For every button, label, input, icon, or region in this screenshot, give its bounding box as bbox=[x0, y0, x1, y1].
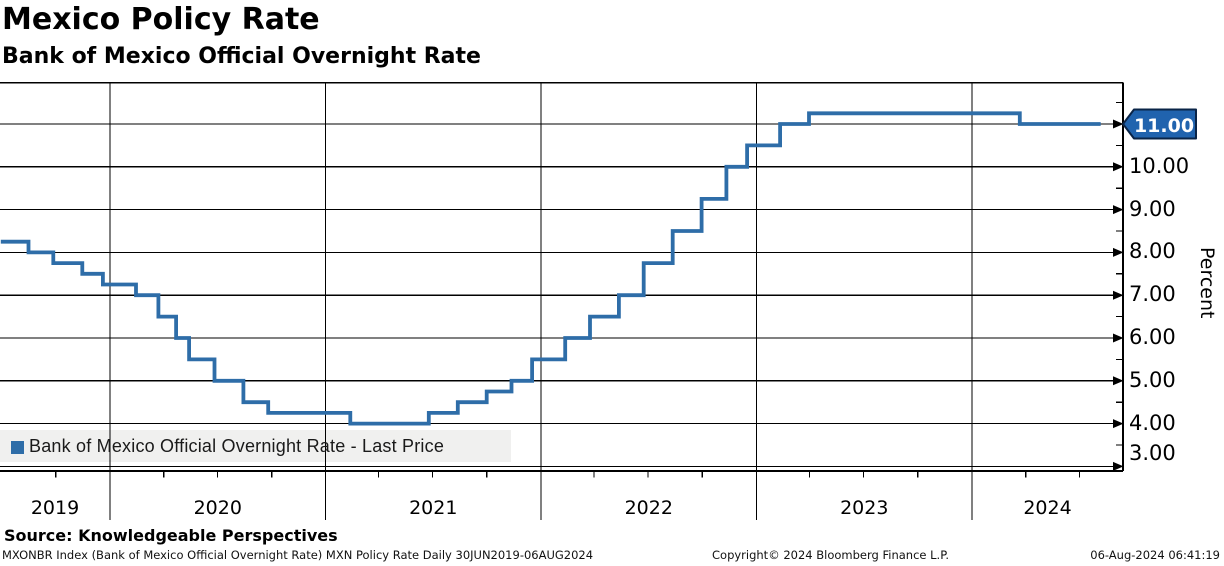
legend-series-label: Bank of Mexico Official Overnight Rate -… bbox=[29, 436, 445, 456]
y-axis-tick-label: 9.00 bbox=[1129, 196, 1176, 221]
source-attribution: Source: Knowledgeable Perspectives bbox=[4, 526, 338, 545]
y-gridline-arrowhead-icon bbox=[1113, 419, 1124, 429]
y-gridline-arrowhead-icon bbox=[1113, 290, 1124, 300]
x-axis-year-label: 2021 bbox=[409, 497, 458, 519]
x-axis-year-label: 2022 bbox=[624, 497, 673, 519]
y-axis-tick-label: 7.00 bbox=[1129, 282, 1176, 307]
y-axis-tick-label: 10.00 bbox=[1129, 153, 1190, 178]
y-gridline-arrowhead-icon bbox=[1113, 205, 1124, 215]
y-gridline-arrowhead-icon bbox=[1113, 119, 1124, 129]
y-axis-tick-label: 6.00 bbox=[1129, 325, 1176, 349]
y-gridline-arrowhead-icon bbox=[1113, 333, 1124, 343]
x-axis-year-label: 2024 bbox=[1023, 497, 1072, 519]
last-price-badge-shape bbox=[1122, 108, 1197, 140]
y-axis-title: Percent bbox=[1196, 247, 1218, 319]
policy-rate-line bbox=[0, 111, 1101, 426]
y-gridline-arrowhead-icon bbox=[1113, 247, 1124, 257]
y-axis-tick-label: 5.00 bbox=[1129, 367, 1176, 392]
x-axis-year-label: 2023 bbox=[840, 497, 889, 519]
y-axis-tick-label: 8.00 bbox=[1129, 239, 1176, 264]
y-gridline-arrowhead-icon bbox=[1113, 461, 1124, 471]
legend-background bbox=[0, 430, 511, 462]
x-axis-year-label: 2020 bbox=[193, 497, 242, 519]
y-gridline-arrowhead-icon bbox=[1113, 376, 1124, 386]
footer-timestamp: 06-Aug-2024 06:41:19 bbox=[1090, 548, 1220, 562]
chart-subtitle: Bank of Mexico Official Overnight Rate bbox=[2, 44, 481, 69]
y-axis-tick-label: 4.00 bbox=[1129, 410, 1176, 435]
legend-series-marker-icon bbox=[11, 441, 24, 454]
y-axis-tick-label: 3.00 bbox=[1129, 441, 1176, 466]
x-axis-year-label: 2019 bbox=[30, 497, 80, 519]
last-price-badge: 11.00 bbox=[1133, 115, 1195, 137]
page-title: Mexico Policy Rate bbox=[2, 2, 320, 37]
y-gridline-arrowhead-icon bbox=[1113, 162, 1124, 172]
footer-index-description: MXONBR Index (Bank of Mexico Official Ov… bbox=[2, 548, 594, 562]
footer-copyright: Copyright© 2024 Bloomberg Finance L.P. bbox=[712, 548, 949, 562]
